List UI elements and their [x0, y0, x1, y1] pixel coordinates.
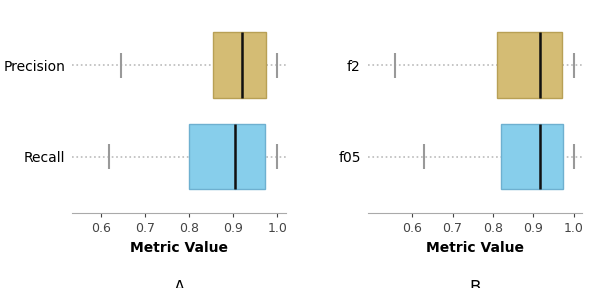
- Bar: [539, 32, 562, 98]
- Bar: [242, 32, 266, 98]
- Bar: [497, 32, 539, 98]
- Bar: [189, 124, 235, 190]
- Bar: [501, 124, 539, 190]
- X-axis label: Metric Value: Metric Value: [130, 241, 228, 255]
- Bar: [214, 32, 242, 98]
- Bar: [539, 124, 563, 190]
- Text: A: A: [173, 278, 185, 288]
- X-axis label: Metric Value: Metric Value: [426, 241, 524, 255]
- Text: B: B: [469, 278, 481, 288]
- Bar: [235, 124, 265, 190]
